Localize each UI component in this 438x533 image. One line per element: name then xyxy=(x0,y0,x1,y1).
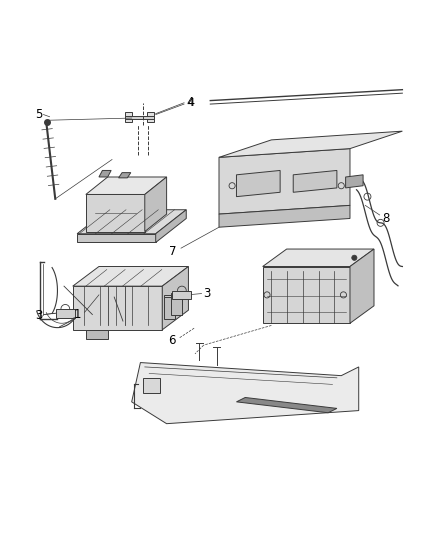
Polygon shape xyxy=(346,175,363,188)
Polygon shape xyxy=(77,234,155,243)
Polygon shape xyxy=(145,177,166,231)
Circle shape xyxy=(352,255,357,261)
Polygon shape xyxy=(73,266,188,286)
Polygon shape xyxy=(86,330,108,338)
Polygon shape xyxy=(263,249,374,266)
Text: 4: 4 xyxy=(187,96,194,109)
Text: 7: 7 xyxy=(169,245,176,258)
Polygon shape xyxy=(73,286,162,330)
Text: 3: 3 xyxy=(203,287,211,300)
Polygon shape xyxy=(164,295,175,308)
Polygon shape xyxy=(86,195,145,231)
Polygon shape xyxy=(219,131,403,157)
Polygon shape xyxy=(143,378,160,393)
Text: 8: 8 xyxy=(382,212,389,225)
Text: 6: 6 xyxy=(169,334,176,347)
Polygon shape xyxy=(56,309,75,318)
Polygon shape xyxy=(164,297,175,319)
Polygon shape xyxy=(77,210,186,234)
Polygon shape xyxy=(237,171,280,197)
Polygon shape xyxy=(125,116,153,119)
Polygon shape xyxy=(171,293,182,314)
Text: 5: 5 xyxy=(35,108,42,121)
Polygon shape xyxy=(162,266,188,330)
Polygon shape xyxy=(155,210,186,243)
Polygon shape xyxy=(263,266,350,323)
Text: 4: 4 xyxy=(187,98,194,108)
Polygon shape xyxy=(125,111,132,123)
Polygon shape xyxy=(293,171,337,192)
Polygon shape xyxy=(99,171,111,177)
Polygon shape xyxy=(237,398,337,413)
Text: 1: 1 xyxy=(73,308,81,321)
Polygon shape xyxy=(219,205,350,227)
Polygon shape xyxy=(350,249,374,323)
Text: 3: 3 xyxy=(35,309,43,322)
Polygon shape xyxy=(172,290,191,299)
Polygon shape xyxy=(86,177,166,195)
Polygon shape xyxy=(119,173,131,178)
Polygon shape xyxy=(132,362,359,424)
Polygon shape xyxy=(147,111,153,123)
Polygon shape xyxy=(219,149,350,214)
